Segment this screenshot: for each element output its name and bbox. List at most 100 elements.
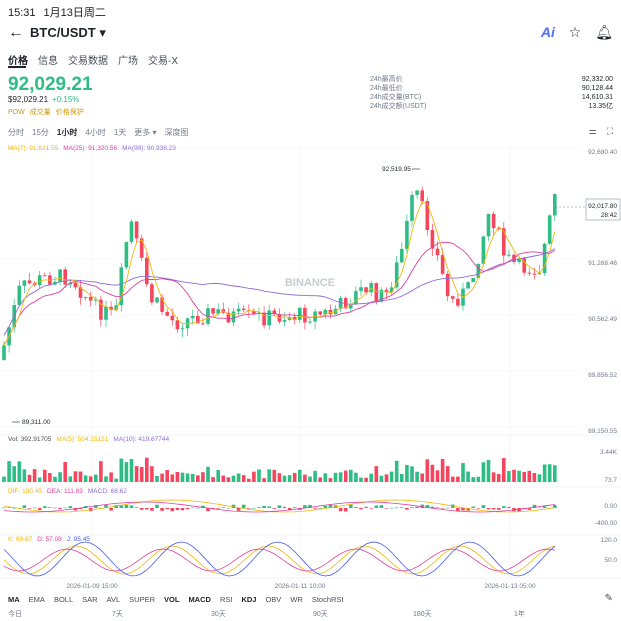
- tf-more[interactable]: 更多 ▾: [134, 128, 157, 137]
- vol-ma5-legend: MA(5): 504.15151: [56, 436, 108, 443]
- tab-info[interactable]: 信息: [38, 56, 58, 67]
- range-1y[interactable]: 1年: [514, 611, 525, 618]
- volume-bar: [318, 477, 322, 482]
- volume-bar: [298, 469, 302, 482]
- ind-wr[interactable]: WR: [290, 595, 303, 604]
- macd-bar: [400, 507, 404, 509]
- badge-volume[interactable]: 成交量: [29, 109, 51, 116]
- volume-bar: [37, 477, 42, 482]
- volume-bar: [328, 478, 333, 482]
- macd-bar: [165, 508, 169, 510]
- volume-bar: [226, 477, 231, 482]
- ind-vol[interactable]: VOL: [164, 595, 180, 604]
- badge-price-protect[interactable]: 价格保护: [55, 109, 84, 116]
- macd-bar: [323, 506, 328, 508]
- macd-value-legend: MACD: 68.62: [88, 488, 127, 495]
- ma-legend: MA(7): 91,621.55 MA(25): 91,320.56 MA(99):…: [8, 145, 176, 152]
- candle-body: [83, 296, 88, 298]
- ind-super[interactable]: SUPER: [129, 595, 156, 604]
- candle-body: [435, 248, 440, 256]
- macd-bar: [58, 508, 62, 510]
- range-180d[interactable]: 180天: [413, 611, 432, 618]
- range-90d[interactable]: 90天: [313, 611, 328, 618]
- tf-depth[interactable]: 深度图: [164, 128, 189, 137]
- tab-trade-x[interactable]: 交易-X: [148, 56, 178, 67]
- volume-bar: [496, 473, 501, 482]
- indicator-settings-icon[interactable]: ⚌: [588, 126, 597, 136]
- volume-bar: [471, 477, 475, 482]
- indicator-bar: MA EMA BOLL SAR AVL SUPER VOL MACD RSI KDJ OBV WR St…: [8, 595, 353, 604]
- tf-line[interactable]: 分时: [8, 128, 24, 137]
- candle-body: [343, 298, 348, 309]
- macd-bar: [440, 508, 445, 509]
- ind-boll[interactable]: BOLL: [53, 595, 74, 604]
- back-arrow-icon[interactable]: ←: [8, 24, 24, 41]
- bell-icon[interactable]: 🔔︎: [595, 24, 613, 40]
- candle-body: [241, 308, 246, 311]
- candle-body: [27, 280, 32, 284]
- stat-label: 24h成交量(BTC): [370, 94, 422, 101]
- ind-sar[interactable]: SAR: [82, 595, 98, 604]
- volume-bar: [7, 461, 11, 482]
- tf-4h[interactable]: 4小时: [85, 128, 106, 137]
- ma99-line: [3, 248, 556, 336]
- pair-selector[interactable]: BTC/USDT ▾: [30, 25, 106, 41]
- candle-body: [94, 299, 98, 301]
- candle-body: [522, 258, 526, 273]
- fullscreen-icon[interactable]: ⛶: [606, 126, 613, 136]
- candle-body: [129, 221, 134, 242]
- tf-15m[interactable]: 15分: [32, 128, 49, 137]
- vol-legend: Vol: 392.91705 MA(5): 504.15151 MA(10): 41…: [8, 436, 169, 443]
- ind-rsi[interactable]: RSI: [219, 595, 233, 604]
- volume-bar: [547, 464, 552, 482]
- macd-bar: [226, 507, 231, 509]
- tab-trade-data[interactable]: 交易数据: [68, 56, 108, 67]
- ind-avl[interactable]: AVL: [106, 595, 121, 604]
- macd-bar: [160, 508, 164, 511]
- tf-1d[interactable]: 1天: [113, 128, 127, 137]
- watermark: BINANCE: [285, 277, 335, 289]
- volume-bar: [323, 473, 328, 482]
- ind-macd[interactable]: MACD: [188, 595, 211, 604]
- tab-price[interactable]: 价格: [8, 56, 28, 67]
- volume-bar: [379, 475, 384, 482]
- tab-underline: [8, 66, 26, 68]
- d-line: [3, 548, 555, 572]
- macd-legend: DIF: 180.45 DEA: 111.83 MACD: 68.62: [8, 488, 127, 495]
- chart-area[interactable]: BINANCE 92,017.80 28:42 92,519.95 89,311…: [0, 138, 621, 594]
- star-icon[interactable]: ☆: [568, 24, 582, 40]
- badge-pow[interactable]: POW: [8, 109, 25, 116]
- macd-bar: [537, 507, 542, 509]
- ind-stochrsi[interactable]: StochRSI: [311, 595, 344, 604]
- volume-bar: [384, 474, 389, 482]
- ind-kdj[interactable]: KDJ: [241, 595, 257, 604]
- volume-bar: [532, 473, 537, 482]
- macd-bar: [231, 504, 236, 508]
- ind-obv[interactable]: OBV: [265, 595, 282, 604]
- macd-bar: [206, 508, 210, 512]
- tf-1h[interactable]: 1小时: [56, 128, 78, 137]
- range-today[interactable]: 今日: [8, 611, 22, 618]
- ind-ema[interactable]: EMA: [28, 595, 45, 604]
- volume-bar: [430, 464, 435, 482]
- volume-bar: [27, 474, 32, 482]
- candle-body: [109, 306, 113, 310]
- tab-square[interactable]: 广场: [118, 56, 138, 67]
- badges: POW 成交量 价格保护: [8, 107, 89, 117]
- macd-bar: [201, 505, 205, 508]
- draw-tool-icon[interactable]: ✎: [604, 593, 613, 604]
- range-7d[interactable]: 7天: [112, 611, 123, 618]
- macd-bar: [364, 506, 368, 508]
- candle-body: [272, 310, 277, 315]
- volume-bar: [22, 469, 27, 482]
- candle-body: [150, 284, 154, 303]
- volume-bar: [247, 478, 251, 482]
- ind-ma[interactable]: MA: [8, 595, 20, 604]
- volume-bar: [185, 473, 190, 482]
- ai-icon[interactable]: Ai: [540, 24, 555, 40]
- usd-price: $92,029.21: [8, 95, 49, 104]
- candle-body: [134, 221, 139, 239]
- volume-bar: [405, 464, 409, 482]
- tab-bar: 价格 信息 交易数据 广场 交易-X: [8, 52, 188, 67]
- range-30d[interactable]: 30天: [211, 611, 226, 618]
